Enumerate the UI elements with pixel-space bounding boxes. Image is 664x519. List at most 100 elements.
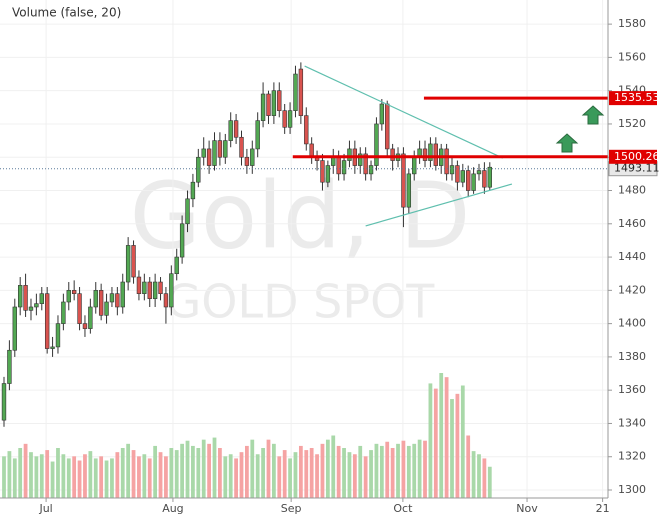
- volume-bar: [358, 445, 363, 498]
- candle-body: [466, 170, 471, 191]
- y-tick-label: 1380: [618, 350, 646, 363]
- volume-bar: [466, 435, 471, 498]
- candle-body: [271, 90, 277, 116]
- volume-bar: [142, 454, 147, 498]
- candle-body: [412, 156, 417, 175]
- x-tick-label: Aug: [162, 502, 183, 515]
- candle-body: [163, 293, 169, 308]
- candle-body: [93, 290, 98, 308]
- candle-body: [428, 143, 433, 161]
- candle-body: [239, 136, 244, 158]
- volume-bar: [228, 454, 233, 498]
- candle-body: [98, 290, 104, 316]
- volume-bar: [99, 456, 104, 498]
- volume-bar: [245, 445, 249, 498]
- volume-bar: [379, 445, 384, 498]
- candle-body: [471, 173, 476, 191]
- volume-bar: [331, 435, 336, 498]
- arrow-icon: [555, 133, 579, 153]
- volume-bar: [482, 458, 487, 498]
- volume-bar: [304, 450, 309, 498]
- volume-bar: [196, 448, 201, 498]
- volume-bar: [66, 458, 71, 498]
- volume-bar: [277, 456, 282, 498]
- volume-bar: [169, 448, 174, 498]
- candle-body: [1, 383, 7, 421]
- candle-body: [379, 103, 385, 125]
- candle-body: [206, 148, 212, 166]
- volume-bar: [325, 439, 330, 498]
- volume-bar: [255, 454, 260, 498]
- volume-bar: [126, 443, 131, 498]
- candle-body: [228, 120, 233, 141]
- axis: 1300 1320 1340 1360 1380 1400 1420 1440 1460 1480…: [38, 17, 659, 515]
- candle-body: [152, 281, 158, 299]
- volume-bar: [428, 383, 433, 498]
- volume-bar: [471, 451, 476, 498]
- volume-bar: [158, 452, 163, 498]
- volume-bar: [336, 445, 341, 498]
- volume-bar: [477, 454, 481, 498]
- candle-body: [260, 93, 266, 121]
- volume-bar: [417, 439, 422, 498]
- x-tick-label: Nov: [516, 502, 538, 515]
- volume-bar: [250, 439, 255, 498]
- trendline: [365, 183, 513, 227]
- candle-body: [368, 165, 374, 175]
- watermark-sub: GOLD SPOT: [166, 275, 436, 329]
- candle-body: [390, 148, 395, 161]
- candle-body: [325, 165, 331, 183]
- candle-body: [212, 140, 217, 166]
- volume-bar: [487, 466, 492, 498]
- candle-body: [449, 165, 455, 175]
- candle-body: [487, 166, 492, 188]
- candle-body: [55, 323, 61, 348]
- volume-bar: [423, 440, 427, 498]
- candle-body: [304, 115, 309, 145]
- candle-body: [185, 198, 190, 225]
- volume-bar: [266, 439, 271, 498]
- volume-bar: [239, 452, 244, 498]
- volume-bar: [298, 445, 303, 498]
- candle-body: [23, 285, 28, 311]
- candle-body: [201, 148, 206, 158]
- volume-bar: [137, 456, 141, 498]
- volume-bar: [320, 443, 325, 498]
- plot: [0, 62, 608, 498]
- volume-bar: [115, 452, 120, 498]
- candle-body: [320, 160, 325, 183]
- volume-bar: [401, 440, 406, 498]
- volume-bar: [385, 441, 390, 498]
- volume-bar: [191, 445, 195, 498]
- volume-bar: [83, 454, 87, 498]
- candle-body: [131, 245, 136, 278]
- candle-body: [336, 156, 341, 175]
- candle-body: [455, 165, 460, 183]
- candle-body: [77, 293, 82, 324]
- volume-bar: [271, 443, 276, 498]
- volume-bar: [412, 443, 417, 498]
- candle-body: [28, 306, 34, 311]
- candle-body: [66, 290, 71, 303]
- candle-body: [287, 110, 293, 128]
- volume-bar: [390, 448, 395, 498]
- candle-body: [293, 73, 298, 111]
- volume-bar: [93, 458, 98, 498]
- candle-body: [406, 173, 412, 208]
- volume-bar: [288, 458, 292, 498]
- candle-body: [282, 110, 287, 128]
- volume-bar: [164, 456, 168, 498]
- volume-bar: [309, 448, 314, 498]
- y-tick-label: 1580: [618, 17, 646, 30]
- candle-body: [7, 349, 12, 384]
- volume-bar: [347, 452, 352, 498]
- volume-bar: [39, 454, 44, 498]
- volume-bar: [2, 456, 6, 498]
- price-label-box: [609, 91, 657, 106]
- y-tick-label: 1440: [618, 250, 646, 263]
- y-tick-label: 1340: [618, 416, 646, 429]
- volume-bar: [282, 450, 287, 498]
- volume-bar: [293, 452, 298, 498]
- candle-body: [233, 120, 239, 138]
